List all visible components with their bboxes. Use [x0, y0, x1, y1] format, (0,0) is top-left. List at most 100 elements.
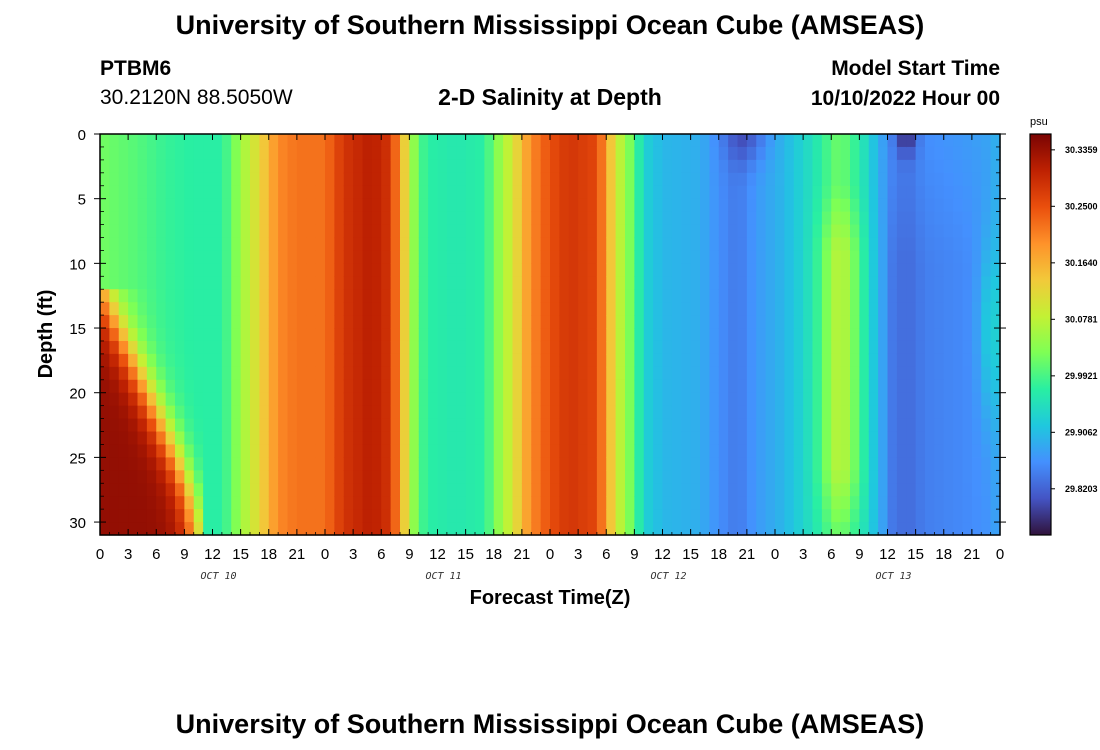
heatmap-cell — [971, 302, 982, 316]
heatmap-cell — [268, 250, 279, 264]
heatmap-cell — [578, 353, 589, 368]
heatmap-cell — [193, 315, 204, 329]
heatmap-cell — [437, 509, 448, 523]
heatmap-cell — [250, 509, 260, 523]
heatmap-cell — [709, 315, 720, 329]
heatmap-cell — [512, 496, 523, 510]
heatmap-cell — [896, 302, 907, 316]
heatmap-cell — [878, 353, 889, 368]
heatmap-cell — [615, 315, 626, 329]
heatmap-cell — [428, 185, 439, 200]
heatmap-cell — [184, 263, 195, 277]
heatmap-cell — [971, 159, 982, 174]
heatmap-cell — [287, 353, 298, 368]
heatmap-cell — [943, 431, 954, 446]
heatmap-cell — [137, 134, 148, 148]
heatmap-cell — [709, 366, 720, 381]
heatmap-cell — [475, 509, 485, 523]
heatmap-cell — [550, 198, 560, 213]
heatmap-cell — [240, 289, 251, 303]
heatmap-cell — [840, 289, 851, 303]
heatmap-cell — [990, 302, 1001, 316]
heatmap-cell — [521, 146, 532, 161]
heatmap-cell — [596, 379, 607, 394]
heatmap-cell — [765, 470, 776, 484]
date-label: OCT 13 — [875, 571, 911, 582]
heatmap-cell — [681, 134, 692, 148]
heatmap-cell — [896, 470, 907, 484]
heatmap-cell — [428, 457, 439, 471]
heatmap-cell — [587, 134, 598, 148]
heatmap-cell — [175, 405, 185, 420]
heatmap-cell — [156, 418, 167, 433]
heatmap-cell — [559, 509, 570, 523]
heatmap-cell — [296, 392, 307, 407]
x-tick-label: 15 — [682, 546, 699, 563]
heatmap-cell — [943, 418, 954, 433]
heatmap-cell — [990, 328, 1001, 342]
heatmap-cell — [634, 250, 645, 264]
heatmap-cell — [334, 185, 345, 200]
heatmap-cell — [840, 237, 851, 252]
heatmap-cell — [925, 483, 935, 497]
heatmap-cell — [868, 185, 879, 200]
heatmap-cell — [221, 418, 232, 433]
heatmap-cell — [850, 444, 860, 458]
heatmap-cell — [812, 444, 823, 458]
heatmap-cell — [559, 483, 570, 497]
heatmap-cell — [540, 315, 551, 329]
heatmap-cell — [250, 146, 260, 161]
heatmap-cell — [953, 444, 964, 458]
heatmap-cell — [953, 134, 964, 148]
heatmap-cell — [540, 302, 551, 316]
heatmap-cell — [475, 366, 485, 381]
heatmap-cell — [990, 289, 1001, 303]
heatmap-cell — [231, 185, 242, 200]
heatmap-cell — [231, 263, 242, 277]
heatmap-cell — [868, 172, 879, 187]
heatmap-cell — [437, 392, 448, 407]
x-tick-label: 12 — [879, 546, 896, 563]
heatmap-cell — [128, 328, 139, 342]
heatmap-cell — [184, 340, 195, 355]
heatmap-cell — [493, 457, 504, 471]
heatmap-cell — [118, 418, 129, 433]
heatmap-cell — [943, 172, 954, 187]
heatmap-cell — [278, 496, 289, 510]
heatmap-cell — [981, 134, 992, 148]
heatmap-cell — [934, 146, 945, 161]
heatmap-cell — [446, 340, 457, 355]
heatmap-cell — [934, 237, 945, 252]
heatmap-cell — [287, 237, 298, 252]
heatmap-cell — [325, 263, 335, 277]
heatmap-cell — [400, 431, 410, 446]
heatmap-cell — [662, 146, 673, 161]
heatmap-cell — [334, 483, 345, 497]
heatmap-cell — [700, 496, 710, 510]
heatmap-cell — [596, 457, 607, 471]
heatmap-cell — [409, 302, 420, 316]
heatmap-cell — [765, 444, 776, 458]
heatmap-cell — [428, 340, 439, 355]
heatmap-cell — [906, 134, 917, 148]
heatmap-cell — [531, 211, 542, 226]
heatmap-cell — [559, 405, 570, 420]
heatmap-cell — [728, 522, 739, 536]
heatmap-cell — [250, 470, 260, 484]
heatmap-cell — [587, 379, 598, 394]
heatmap-cell — [437, 496, 448, 510]
heatmap-cell — [690, 353, 701, 368]
heatmap-cell — [803, 509, 814, 523]
heatmap-cell — [671, 315, 682, 329]
heatmap-cell — [109, 250, 120, 264]
heatmap-cell — [503, 237, 514, 252]
heatmap-cell — [578, 185, 589, 200]
heatmap-cell — [878, 276, 889, 290]
heatmap-cell — [981, 522, 992, 536]
heatmap-cell — [100, 185, 110, 200]
heatmap-cell — [700, 172, 710, 187]
heatmap-cell — [503, 289, 514, 303]
heatmap-cell — [728, 250, 739, 264]
heatmap-cell — [568, 276, 579, 290]
